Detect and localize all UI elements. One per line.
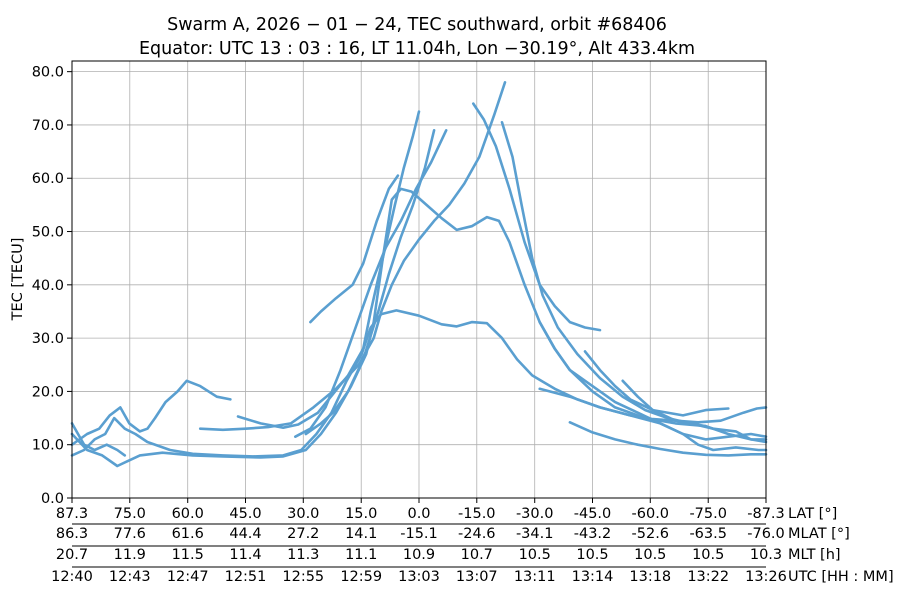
x-tick-label: -15.1 bbox=[400, 526, 438, 542]
y-tick-label: 60.0 bbox=[32, 171, 64, 187]
tec-series-12 bbox=[583, 350, 730, 417]
x-tick-label: 12:51 bbox=[225, 569, 267, 585]
x-tick-label: 10.5 bbox=[576, 547, 608, 563]
x-tick-label: 75.0 bbox=[114, 506, 146, 522]
x-tick-label: 44.4 bbox=[229, 526, 261, 542]
tec-series-4 bbox=[236, 110, 421, 429]
x-tick-label: 11.4 bbox=[229, 547, 261, 563]
x-tick-label: 20.7 bbox=[56, 547, 88, 563]
tec-series-2 bbox=[70, 379, 232, 446]
tec-series-9 bbox=[472, 102, 602, 332]
tec-series-11 bbox=[538, 320, 707, 428]
x-tick-label: 11.1 bbox=[345, 547, 377, 563]
x-tick-label: 12:55 bbox=[282, 569, 324, 585]
x-tick-label: -63.5 bbox=[689, 526, 727, 542]
x-tick-label: -30.0 bbox=[516, 506, 554, 522]
data-series bbox=[70, 81, 768, 468]
x-tick-label: 12:47 bbox=[167, 569, 209, 585]
x-tick-label: -52.6 bbox=[632, 526, 670, 542]
x-tick-label: 12:43 bbox=[109, 569, 151, 585]
y-axis-label: TEC [TECU] bbox=[10, 238, 26, 322]
tec-series-10 bbox=[500, 121, 768, 444]
x-tick-label: 27.2 bbox=[287, 526, 319, 542]
x-tick-label: 13:11 bbox=[514, 569, 556, 585]
x-tick-label: 61.6 bbox=[172, 526, 204, 542]
y-tick-label: 50.0 bbox=[32, 225, 64, 241]
x-tick-label: -76.0 bbox=[747, 526, 785, 542]
y-axis-ticks: 0.0 10.0 20.0 30.0 40.0 50.0 60.0 70.0 80.0 bbox=[32, 65, 72, 507]
y-tick-label: 0.0 bbox=[41, 491, 64, 507]
x-tick-label: -34.1 bbox=[516, 526, 554, 542]
tec-series-16 bbox=[70, 422, 127, 457]
x-tick-label: -24.6 bbox=[458, 526, 496, 542]
y-tick-label: 20.0 bbox=[32, 384, 64, 400]
x-axis-row-label: MLT [h] bbox=[788, 547, 841, 563]
x-tick-label: 86.3 bbox=[56, 526, 88, 542]
x-tick-label: -45.0 bbox=[574, 506, 612, 522]
x-axis-row-label: MLAT [°] bbox=[788, 526, 850, 542]
tec-series-7 bbox=[309, 174, 400, 324]
y-tick-label: 30.0 bbox=[32, 331, 64, 347]
x-tick-label: 15.0 bbox=[345, 506, 377, 522]
x-tick-label: 87.3 bbox=[56, 506, 88, 522]
x-tick-label: 13:26 bbox=[745, 569, 787, 585]
x-tick-label: 13:14 bbox=[572, 569, 614, 585]
tec-series-14 bbox=[568, 421, 768, 457]
y-tick-label: 70.0 bbox=[32, 118, 64, 134]
x-tick-label: -43.2 bbox=[574, 526, 612, 542]
x-tick-label: 30.0 bbox=[287, 506, 319, 522]
x-tick-label: -75.0 bbox=[689, 506, 727, 522]
y-tick-label: 80.0 bbox=[32, 65, 64, 81]
x-tick-label: 13:03 bbox=[398, 569, 440, 585]
x-tick-label: -15.0 bbox=[458, 506, 496, 522]
x-tick-label: 10.5 bbox=[634, 547, 666, 563]
chart-title-line2: Equator: UTC 13 : 03 : 16, LT 11.04h, Lo… bbox=[139, 39, 695, 59]
x-tick-label: 12:40 bbox=[51, 569, 93, 585]
x-tick-label: 10.3 bbox=[750, 547, 782, 563]
tec-series-15 bbox=[538, 387, 768, 452]
x-tick-label: 12:59 bbox=[340, 569, 382, 585]
chart-title-line1: Swarm A, 2026 − 01 − 24, TEC southward, … bbox=[167, 15, 667, 35]
x-tick-label: 13:07 bbox=[456, 569, 498, 585]
x-tick-label: 45.0 bbox=[229, 506, 261, 522]
x-tick-label: 14.1 bbox=[345, 526, 377, 542]
x-tick-label: 13:18 bbox=[629, 569, 671, 585]
y-tick-label: 40.0 bbox=[32, 278, 64, 294]
tec-series-6 bbox=[304, 129, 436, 436]
x-tick-label: -87.3 bbox=[747, 506, 785, 522]
x-axis-row-label: LAT [°] bbox=[788, 506, 837, 522]
tec-series-3 bbox=[70, 187, 768, 468]
x-tick-label: 0.0 bbox=[407, 506, 430, 522]
x-tick-label: 10.9 bbox=[403, 547, 435, 563]
x-tick-label: -60.0 bbox=[632, 506, 670, 522]
x-tick-label: 11.9 bbox=[114, 547, 146, 563]
tec-series-8 bbox=[198, 81, 507, 432]
x-tick-label: 13:22 bbox=[687, 569, 729, 585]
x-tick-label: 10.5 bbox=[692, 547, 724, 563]
x-tick-label: 60.0 bbox=[172, 506, 204, 522]
grid bbox=[71, 61, 767, 499]
x-axis-row-label: UTC [HH : MM] bbox=[788, 569, 894, 585]
x-tick-label: 10.7 bbox=[461, 547, 493, 563]
x-tick-label: 11.5 bbox=[172, 547, 204, 563]
x-tick-label: 11.3 bbox=[287, 547, 319, 563]
x-axis-rows: 87.3 75.0 60.0 45.0 30.0 15.0 0.0 -15.0 -30.0 -45… bbox=[51, 498, 894, 585]
y-tick-label: 10.0 bbox=[32, 438, 64, 454]
x-tick-label: 10.5 bbox=[519, 547, 551, 563]
x-tick-label: 77.6 bbox=[114, 526, 146, 542]
tec-series-13 bbox=[621, 379, 768, 441]
